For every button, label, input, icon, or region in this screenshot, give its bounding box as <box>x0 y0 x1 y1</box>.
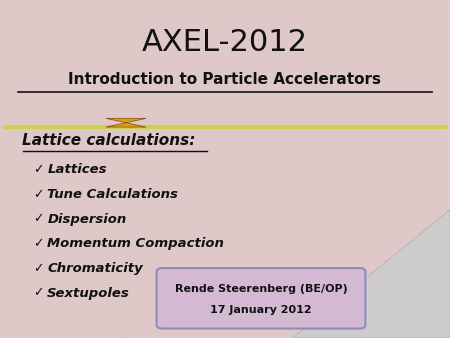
Polygon shape <box>106 118 146 127</box>
Text: Momentum Compaction: Momentum Compaction <box>47 237 224 250</box>
Text: Sextupoles: Sextupoles <box>47 287 130 299</box>
Text: Introduction to Particle Accelerators: Introduction to Particle Accelerators <box>68 72 382 87</box>
Text: 17 January 2012: 17 January 2012 <box>210 305 312 315</box>
Text: ✓: ✓ <box>33 262 44 275</box>
Text: ✓: ✓ <box>33 287 44 299</box>
Text: Chromaticity: Chromaticity <box>47 262 143 275</box>
Polygon shape <box>292 210 450 338</box>
Text: Tune Calculations: Tune Calculations <box>47 188 178 201</box>
Text: Dispersion: Dispersion <box>47 213 126 225</box>
Text: ✓: ✓ <box>33 188 44 201</box>
Text: Lattice calculations:: Lattice calculations: <box>22 133 196 148</box>
Text: ✓: ✓ <box>33 237 44 250</box>
Text: ✓: ✓ <box>33 163 44 176</box>
Text: ✓: ✓ <box>33 213 44 225</box>
Text: Lattices: Lattices <box>47 163 107 176</box>
Text: Rende Steerenberg (BE/OP): Rende Steerenberg (BE/OP) <box>175 284 347 294</box>
Text: AXEL-2012: AXEL-2012 <box>142 28 308 57</box>
FancyBboxPatch shape <box>157 268 365 329</box>
